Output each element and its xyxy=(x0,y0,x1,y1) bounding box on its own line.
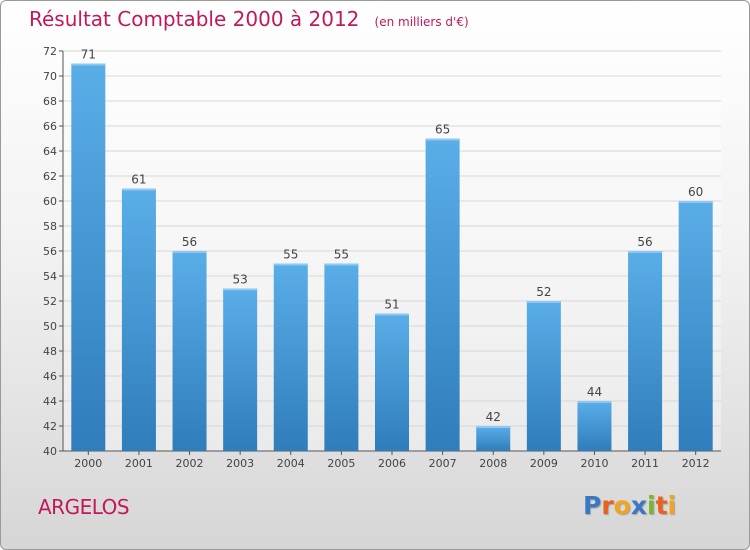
value-label-2002: 56 xyxy=(182,235,197,249)
logo-letter-4: i xyxy=(647,491,656,520)
logo-letter-3: x xyxy=(630,491,647,520)
x-tick-label-2005: 2005 xyxy=(327,457,355,470)
y-tick-label-64: 64 xyxy=(43,145,57,158)
logo-letter-1: r xyxy=(601,491,614,520)
title-line: Résultat Comptable 2000 à 2012 (en milli… xyxy=(29,7,469,31)
value-label-2008: 42 xyxy=(486,410,501,424)
bar-top-2000 xyxy=(71,63,106,66)
x-tick-label-2006: 2006 xyxy=(378,457,406,470)
value-label-2003: 53 xyxy=(233,273,248,287)
bar-top-2009 xyxy=(526,301,561,303)
x-tick-label-2012: 2012 xyxy=(682,457,710,470)
logo-letter-0: P xyxy=(583,491,602,520)
bar-top-2012 xyxy=(678,201,713,203)
x-tick-label-2001: 2001 xyxy=(125,457,153,470)
value-label-2001: 61 xyxy=(131,173,146,187)
x-tick-label-2010: 2010 xyxy=(580,457,608,470)
y-tick-label-48: 48 xyxy=(43,345,57,358)
location-label: ARGELOS xyxy=(38,495,130,519)
chart-subtitle: (en milliers d'€) xyxy=(374,15,469,29)
value-label-2005: 55 xyxy=(334,248,349,262)
bar-top-2005 xyxy=(324,263,359,266)
bar-2010 xyxy=(577,401,612,451)
x-tick-label-2007: 2007 xyxy=(429,457,457,470)
x-tick-label-2008: 2008 xyxy=(479,457,507,470)
y-tick-label-50: 50 xyxy=(43,320,57,333)
value-label-2007: 65 xyxy=(435,123,450,137)
y-tick-label-42: 42 xyxy=(43,420,57,433)
bar-2011 xyxy=(628,251,663,451)
bar-top-2010 xyxy=(577,401,612,403)
bar-top-2011 xyxy=(628,251,663,253)
x-tick-label-2011: 2011 xyxy=(631,457,659,470)
bar-2006 xyxy=(375,313,409,451)
bar-2005 xyxy=(324,263,359,451)
value-label-2000: 71 xyxy=(81,48,96,62)
y-tick-label-46: 46 xyxy=(43,370,57,383)
x-tick-label-2000: 2000 xyxy=(74,457,102,470)
bar-top-2006 xyxy=(375,313,409,316)
bar-2007 xyxy=(425,138,460,451)
bar-top-2002 xyxy=(172,251,207,253)
x-tick-label-2004: 2004 xyxy=(277,457,305,470)
value-label-2010: 44 xyxy=(587,385,602,399)
y-tick-label-70: 70 xyxy=(43,70,57,83)
y-tick-label-54: 54 xyxy=(43,270,57,283)
y-tick-label-62: 62 xyxy=(43,170,57,183)
y-tick-label-56: 56 xyxy=(43,245,57,258)
x-tick-label-2009: 2009 xyxy=(530,457,558,470)
x-tick-label-2003: 2003 xyxy=(226,457,254,470)
y-tick-label-40: 40 xyxy=(43,445,57,458)
bar-2003 xyxy=(223,288,258,451)
logo-letter-6: i xyxy=(667,491,677,520)
logo-letter-2: o xyxy=(613,491,631,520)
bar-top-2004 xyxy=(273,263,308,266)
value-label-2011: 56 xyxy=(637,235,652,249)
y-tick-label-68: 68 xyxy=(43,95,57,108)
proxiti-logo[interactable]: Proxiti xyxy=(583,491,676,520)
value-label-2012: 60 xyxy=(688,185,703,199)
bar-top-2001 xyxy=(121,188,156,191)
y-tick-label-52: 52 xyxy=(43,295,57,308)
logo-letter-5: t xyxy=(655,491,668,520)
bar-2009 xyxy=(526,301,561,451)
bar-top-2003 xyxy=(223,288,258,291)
bar-2008 xyxy=(476,426,511,451)
x-tick-label-2002: 2002 xyxy=(176,457,204,470)
bar-2004 xyxy=(273,263,308,451)
bar-top-2008 xyxy=(476,426,511,428)
y-tick-label-58: 58 xyxy=(43,220,57,233)
bar-2002 xyxy=(172,251,207,451)
value-label-2004: 55 xyxy=(283,248,298,262)
bar-2000 xyxy=(71,63,106,451)
y-tick-label-60: 60 xyxy=(43,195,57,208)
bar-2012 xyxy=(678,201,713,451)
value-label-2006: 51 xyxy=(384,298,399,312)
chart-title: Résultat Comptable 2000 à 2012 xyxy=(29,7,360,31)
value-label-2009: 52 xyxy=(536,285,551,299)
y-tick-label-44: 44 xyxy=(43,395,57,408)
y-tick-label-66: 66 xyxy=(43,120,57,133)
y-tick-label-72: 72 xyxy=(43,45,57,58)
bar-2001 xyxy=(121,188,156,451)
bar-top-2007 xyxy=(425,138,460,141)
